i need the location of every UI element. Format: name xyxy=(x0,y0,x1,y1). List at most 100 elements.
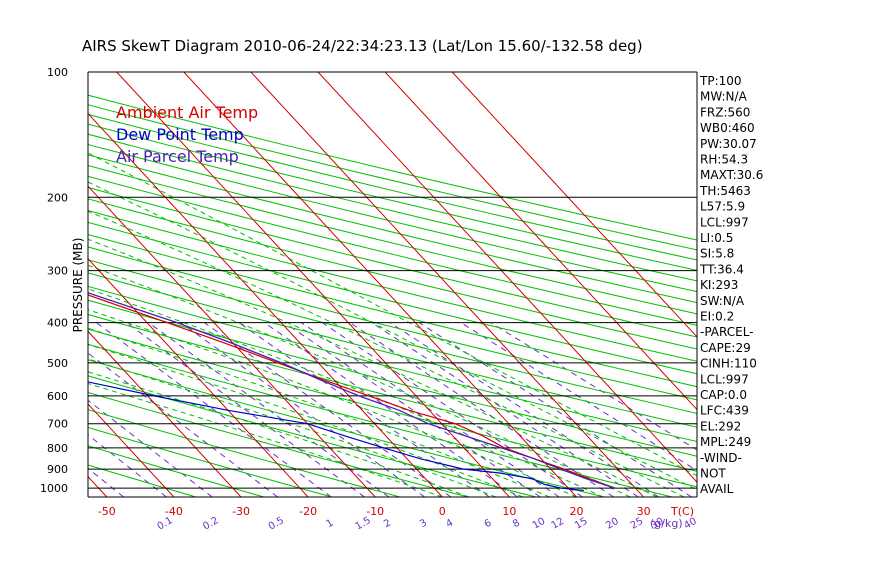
isotherm-line xyxy=(0,72,40,497)
mixing-ratio-tick-label: 0.5 xyxy=(267,515,286,532)
pressure-tick-label: 900 xyxy=(47,463,68,476)
mixing-ratio-line xyxy=(300,322,560,497)
chart-legend: Ambient Air Temp Dew Point Temp Air Parcel… xyxy=(116,103,258,166)
dry-adiabat xyxy=(88,272,697,428)
pressure-tick-label: 1000 xyxy=(40,482,68,495)
mixing-ratio-line xyxy=(349,322,614,497)
dry-adiabat xyxy=(88,426,333,497)
legend-entry: Ambient Air Temp xyxy=(116,103,258,122)
isotherm-line xyxy=(88,330,242,497)
stat-line: TH:5463 xyxy=(699,184,751,198)
stat-line: SW:N/A xyxy=(700,294,745,308)
mixing-ratio-tick-label: 4 xyxy=(444,517,455,530)
stat-line: TP:100 xyxy=(699,74,742,88)
stat-line: SI:5.8 xyxy=(700,247,734,261)
isotherm-line xyxy=(384,72,697,411)
bottom-temp-tick-label: -10 xyxy=(366,505,384,518)
mixing-ratio-unit-label: (g/kg) xyxy=(650,517,683,530)
chart-title: AIRS SkewT Diagram 2010-06-24/22:34:23.1… xyxy=(82,37,643,55)
isotherm-line xyxy=(451,72,697,338)
mixing-ratio-tick-label: 8 xyxy=(511,517,522,530)
mixing-ratio-line xyxy=(126,322,365,497)
moist-adiabat xyxy=(88,264,631,497)
dry-adiabat xyxy=(88,246,697,401)
stat-line: LFC:439 xyxy=(700,404,749,418)
bottom-temp-tick-label: -30 xyxy=(232,505,250,518)
dry-adiabat xyxy=(88,133,697,282)
mixing-ratio-line xyxy=(96,322,332,497)
pressure-tick-label: 100 xyxy=(47,66,68,79)
stat-line: LCL:997 xyxy=(700,215,749,229)
bottom-temp-tick-label: 30 xyxy=(637,505,651,518)
mixing-ratio-line xyxy=(418,322,692,497)
mixing-ratio-tick-label: 0.2 xyxy=(201,515,220,532)
pressure-tick-label: 300 xyxy=(47,265,68,278)
y-axis-label: PRESSURE (MB) xyxy=(71,238,85,333)
parcel-temp-line xyxy=(88,292,616,489)
stat-line: CAP:0.0 xyxy=(700,388,747,402)
stat-line: LCL:997 xyxy=(700,372,749,386)
moist-adiabat xyxy=(88,210,685,497)
stat-line: FRZ:560 xyxy=(700,105,750,119)
stat-line: PW:30.07 xyxy=(700,137,757,151)
stat-line: MPL:249 xyxy=(700,435,751,449)
legend-entry: Dew Point Temp xyxy=(116,125,244,144)
stat-line: MAXT:30.6 xyxy=(700,168,763,182)
chart-axes: 1002003004005006007008009001000PRESSURE … xyxy=(40,66,699,533)
mixing-ratio-tick-label: 3 xyxy=(418,517,429,530)
dry-adiabat xyxy=(88,221,697,375)
stat-line: EI:0.2 xyxy=(700,310,734,324)
bottom-temp-tick-label: 20 xyxy=(570,505,584,518)
mixing-ratio-tick-label: 15 xyxy=(573,516,590,532)
dry-adiabat xyxy=(88,375,537,497)
dry-adiabat xyxy=(88,123,697,271)
isotherm-line xyxy=(88,112,443,497)
stat-line: CAPE:29 xyxy=(700,341,751,355)
isotherm-line xyxy=(183,72,577,497)
mixing-ratio-tick-label: 6 xyxy=(483,517,494,530)
dry-adiabat xyxy=(88,259,697,414)
stat-line: WB0:460 xyxy=(700,121,755,135)
mixing-ratio-tick-label: 2 xyxy=(382,517,393,530)
stat-line: AVAIL xyxy=(700,482,734,496)
pressure-tick-label: 700 xyxy=(47,418,68,431)
isotherm-line xyxy=(317,72,697,483)
plot-area xyxy=(0,72,697,497)
dry-adiabat xyxy=(88,299,697,457)
dry-adiabat xyxy=(88,409,401,497)
isotherm-line xyxy=(250,72,644,497)
moist-adiabat xyxy=(88,181,697,491)
mixing-ratio-tick-label: 1 xyxy=(325,517,336,530)
mixing-ratio-tick-label: 20 xyxy=(604,516,621,532)
isotherm-line xyxy=(88,475,108,497)
moist-adiabat xyxy=(88,288,604,497)
pressure-tick-label: 500 xyxy=(47,357,68,370)
dry-adiabat xyxy=(88,445,265,497)
mixing-ratio-line xyxy=(284,322,541,497)
stat-line: EL:292 xyxy=(700,419,741,433)
mixing-ratio-line xyxy=(180,322,425,497)
x-axis-label: T(C) xyxy=(670,505,694,518)
mixing-ratio-line xyxy=(88,352,278,497)
isotherm-line xyxy=(88,258,309,497)
stat-line: -WIND- xyxy=(700,451,742,465)
bottom-temp-tick-label: 10 xyxy=(502,505,516,518)
mixing-ratio-line xyxy=(148,322,390,497)
mixing-ratio-line xyxy=(490,322,697,451)
mixing-ratio-tick-label: 12 xyxy=(550,516,567,532)
mixing-ratio-line xyxy=(263,322,519,497)
dry-adiabat xyxy=(88,144,697,293)
stat-line: MW:N/A xyxy=(700,90,748,104)
dry-adiabat xyxy=(88,233,697,388)
stat-line: NOT xyxy=(700,467,726,481)
dry-adiabat xyxy=(88,113,697,261)
ambient-temp-line xyxy=(88,294,616,489)
isotherm-line xyxy=(88,403,175,497)
dry-adiabat xyxy=(88,343,673,497)
dry-adiabat xyxy=(88,154,697,304)
stat-line: -PARCEL- xyxy=(700,325,754,339)
dry-adiabat xyxy=(88,186,697,338)
